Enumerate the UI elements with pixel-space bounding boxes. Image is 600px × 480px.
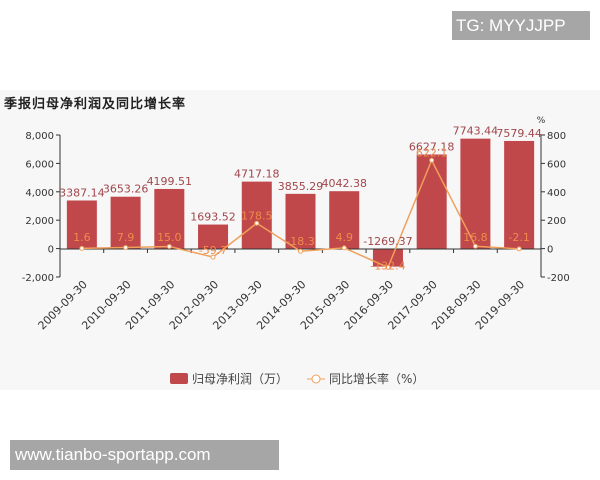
- svg-text:%: %: [537, 116, 546, 126]
- bar-2018-09-30: [460, 138, 491, 249]
- line-value-label: 4.9: [335, 231, 353, 244]
- bar-value-label: -1269.37: [363, 235, 412, 248]
- line-value-label: 1.6: [73, 231, 91, 244]
- left-axis-tick: 2,000: [25, 216, 54, 227]
- line-value-label: -132.4: [370, 259, 405, 272]
- chart-title: 季报归母净利润及同比增长率: [4, 97, 187, 112]
- legend: 归母净利润（万） 同比增长率（%）: [170, 371, 424, 386]
- line-value-label: -59.7: [199, 244, 227, 257]
- bar-2015-09-30: [329, 191, 360, 249]
- bar-2009-09-30: [66, 200, 97, 249]
- left-axis-tick: 6,000: [25, 159, 54, 170]
- line-value-label: -2.1: [508, 231, 529, 244]
- bar-value-label: 1693.52: [190, 211, 236, 224]
- bar-value-label: 6627.18: [409, 140, 455, 153]
- bar-2016-09-30: [372, 249, 403, 267]
- bar-value-label: 7743.44: [453, 125, 499, 138]
- bar-value-label: 3855.29: [278, 180, 324, 193]
- right-axis-tick: 600: [547, 159, 566, 170]
- watermark-top: TG: MYYJJPP: [452, 11, 590, 40]
- right-axis-tick: 0: [547, 245, 553, 256]
- right-axis-tick: -200: [547, 273, 570, 284]
- bar-2019-09-30: [504, 140, 535, 249]
- line-value-label: 16.8: [463, 231, 488, 244]
- bar-value-label: 4717.18: [234, 168, 280, 181]
- right-axis-tick: 800: [547, 131, 566, 142]
- bar-value-label: 3653.26: [103, 183, 149, 196]
- right-axis-tick: 200: [547, 216, 566, 227]
- bar-value-label: 7579.44: [496, 127, 542, 140]
- bar-2012-09-30: [198, 224, 229, 249]
- bar-value-label: 4199.51: [147, 175, 193, 188]
- line-value-label: 178.5: [241, 209, 273, 222]
- line-value-label: 15.0: [157, 231, 182, 244]
- bar-2014-09-30: [285, 193, 316, 249]
- legend-item-profit[interactable]: 归母净利润（万）: [192, 372, 288, 386]
- line-value-label: 7.9: [117, 231, 135, 244]
- left-axis-tick: 4,000: [25, 188, 54, 199]
- line-value-label: 622.1: [416, 146, 448, 159]
- left-axis-tick: -2,000: [22, 273, 54, 284]
- right-axis-tick: 400: [547, 188, 566, 199]
- bar-2017-09-30: [416, 154, 447, 249]
- bar-series: [66, 138, 535, 267]
- left-axis-tick: 0: [48, 245, 54, 256]
- bar-value-label: 3387.14: [59, 187, 105, 200]
- line-series: [79, 157, 522, 270]
- legend-item-growth[interactable]: 同比增长率（%）: [329, 371, 424, 386]
- watermark-bottom: www.tianbo-sportapp.com: [10, 440, 279, 470]
- bar-2010-09-30: [110, 196, 141, 249]
- left-axis-tick: 8,000: [25, 131, 54, 142]
- bar-value-label: 4042.38: [321, 177, 367, 190]
- bar-2013-09-30: [241, 181, 272, 249]
- line-value-label: -18.3: [286, 235, 314, 248]
- bar-2011-09-30: [154, 188, 185, 249]
